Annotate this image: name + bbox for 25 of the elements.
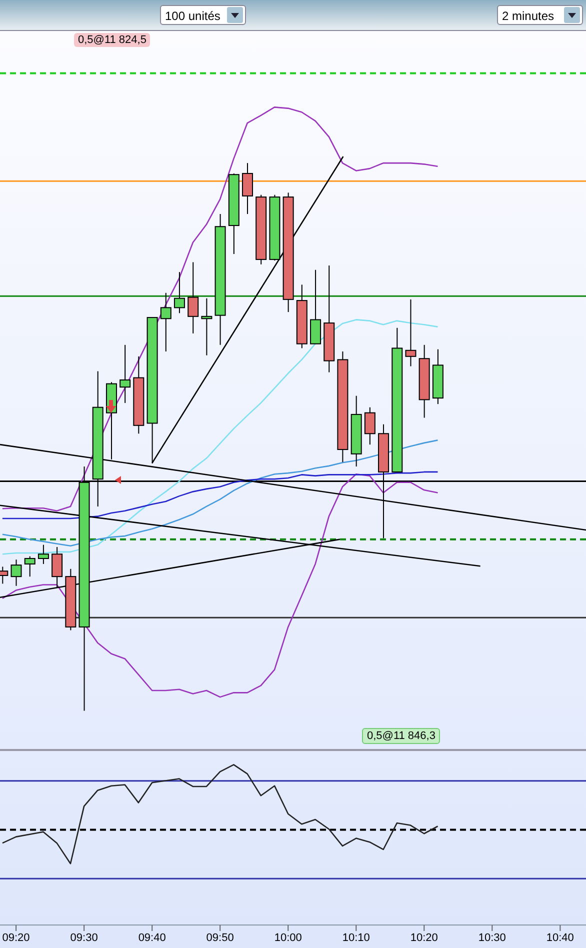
x-tick-label: 10:40 [546,932,574,944]
candlestick [201,298,212,356]
text: 0,5@11 846,3 [362,728,440,744]
candlestick [242,162,253,215]
candlestick [174,272,185,314]
x-tick-label: 10:20 [410,932,438,944]
candlestick [188,262,199,334]
candlestick [38,544,49,564]
x-tick-label: 10:30 [478,932,506,944]
candlestick [24,556,36,578]
candlestick [160,292,172,352]
candlestick [364,406,376,446]
x-tick-label: 09:50 [206,932,234,944]
candlestick [120,344,131,404]
candlestick [52,546,63,589]
candlestick [10,559,22,586]
x-tick-label: 09:40 [138,932,166,944]
x-tick-label: 10:00 [274,932,302,944]
x-tick-label: 09:30 [70,932,98,944]
x-tick-label: 10:10 [342,932,370,944]
text: 0,5@11 824,5 [74,33,150,47]
dropdown: 2 minutes [497,5,583,25]
dropdown: 100 unités [160,5,246,25]
x-tick-label: 09:20 [2,932,30,944]
candlestick [405,298,416,367]
